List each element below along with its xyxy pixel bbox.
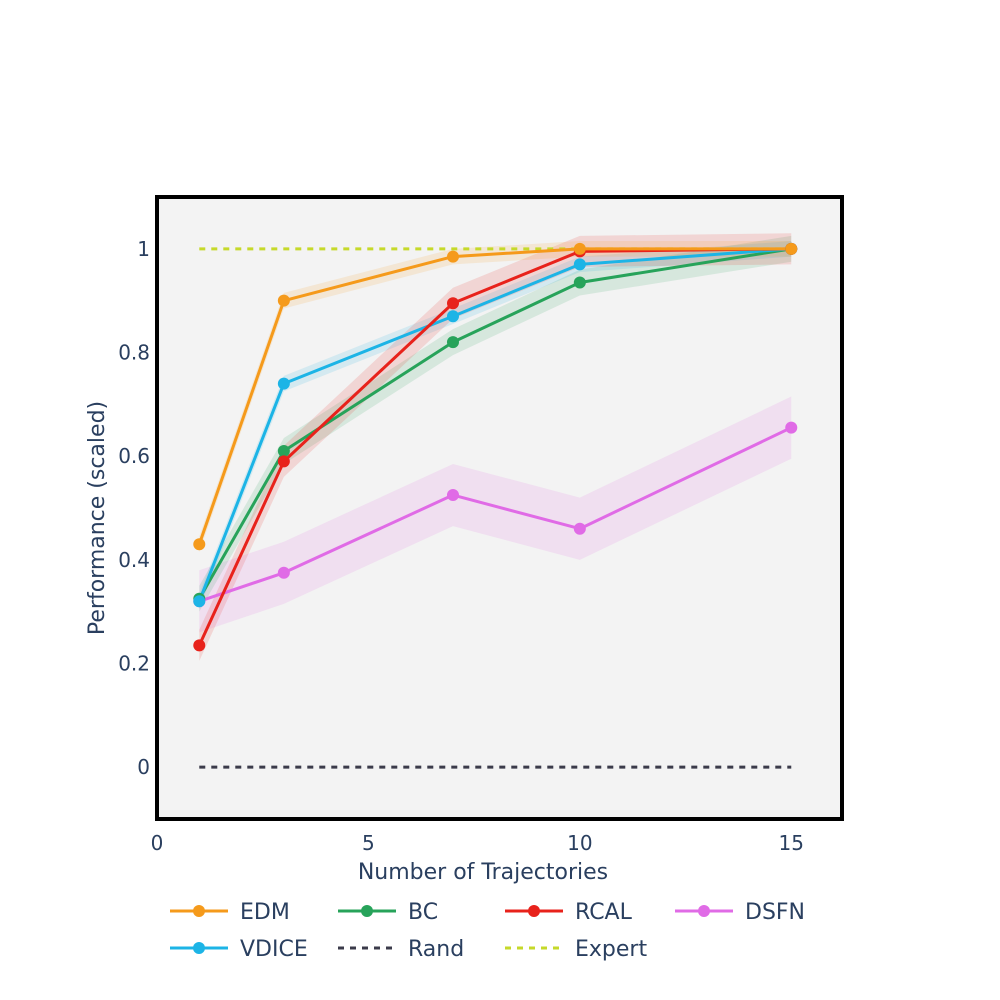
series-vdice-point-3 xyxy=(446,310,459,323)
legend-label-vdice: VDICE xyxy=(240,937,308,962)
series-dsfn-point-2 xyxy=(277,566,290,579)
series-rcal-point-2 xyxy=(277,455,290,468)
series-bc-point-2 xyxy=(277,444,290,457)
y-tick-label: 0 xyxy=(137,755,150,779)
legend-item-expert[interactable]: Expert xyxy=(505,937,647,962)
y-tick-label: 0.6 xyxy=(118,444,150,468)
series-dsfn-band xyxy=(199,396,792,633)
legend-item-rand[interactable]: Rand xyxy=(338,937,464,962)
legend-label-dsfn: DSFN xyxy=(745,900,805,925)
series-dsfn-point-5 xyxy=(785,421,798,434)
series-vdice-point-4 xyxy=(573,258,586,271)
series-vdice-point-2 xyxy=(277,377,290,390)
series-bc-band xyxy=(199,235,792,612)
x-axis-title: Number of Trajectories xyxy=(358,860,608,885)
x-tick-label: 10 xyxy=(567,831,592,855)
x-tick-label: 0 xyxy=(151,831,164,855)
legend: EDM BC RCAL DSFN VDICE Rand Expert xyxy=(170,900,805,962)
legend-marker-dsfn xyxy=(698,905,710,917)
y-tick-label: 1 xyxy=(137,237,150,261)
series-rcal-point-3 xyxy=(446,297,459,310)
legend-label-edm: EDM xyxy=(240,900,290,925)
legend-marker-vdice xyxy=(193,942,205,954)
series-rcal-point-1 xyxy=(193,639,206,652)
legend-marker-rcal xyxy=(528,905,540,917)
y-axis-title: Performance (scaled) xyxy=(85,401,110,635)
series-edm-point-3 xyxy=(446,250,459,263)
series-bc-point-3 xyxy=(446,336,459,349)
series-edm-point-2 xyxy=(277,294,290,307)
legend-label-bc: BC xyxy=(408,900,438,925)
legend-marker-bc xyxy=(361,905,373,917)
series-bc-point-4 xyxy=(573,276,586,289)
legend-item-rcal[interactable]: RCAL xyxy=(505,900,633,925)
series-dsfn-point-4 xyxy=(573,522,586,535)
series-edm-point-1 xyxy=(193,538,206,551)
x-tick-label: 15 xyxy=(779,831,804,855)
series-edm-point-4 xyxy=(573,242,586,255)
y-tick-label: 0.8 xyxy=(118,341,150,365)
y-tick-label: 0.4 xyxy=(118,548,150,572)
series-dsfn-point-3 xyxy=(446,489,459,502)
legend-item-vdice[interactable]: VDICE xyxy=(170,937,308,962)
plot-frame xyxy=(155,195,844,821)
y-tick-label: 0.2 xyxy=(118,652,150,676)
legend-item-edm[interactable]: EDM xyxy=(170,900,290,925)
legend-marker-edm xyxy=(193,905,205,917)
legend-label-expert: Expert xyxy=(575,937,647,962)
legend-item-dsfn[interactable]: DSFN xyxy=(675,900,805,925)
series-vdice-point-1 xyxy=(193,595,206,608)
series-edm-point-5 xyxy=(785,242,798,255)
legend-item-bc[interactable]: BC xyxy=(338,900,438,925)
legend-label-rcal: RCAL xyxy=(575,900,633,925)
x-tick-label: 5 xyxy=(362,831,375,855)
legend-label-rand: Rand xyxy=(408,937,464,962)
